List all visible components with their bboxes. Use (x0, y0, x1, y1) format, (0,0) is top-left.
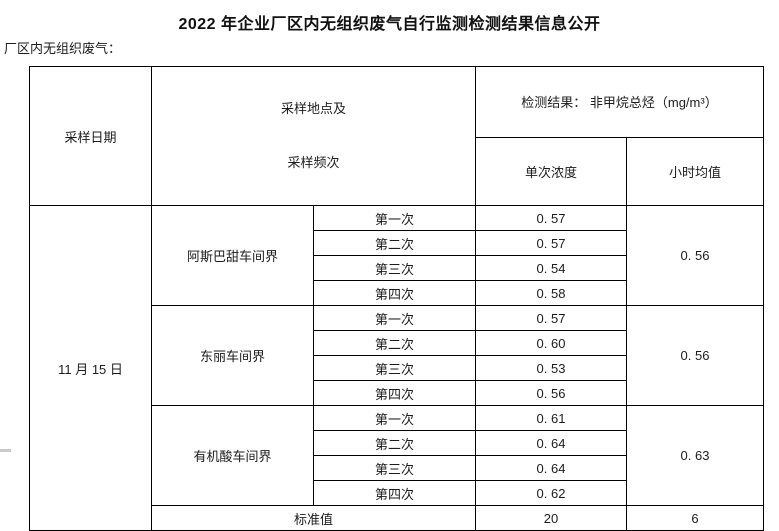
frequency-cell: 第四次 (313, 380, 476, 406)
standard-hourly-cell: 6 (626, 505, 764, 531)
frequency-cell: 第三次 (313, 455, 476, 481)
frequency-cell: 第三次 (313, 355, 476, 381)
table-row: 第三次 0. 53 (30, 355, 764, 381)
table-row: 第二次 0. 57 (30, 230, 764, 256)
frequency-cell: 第三次 (313, 255, 476, 281)
frequency-cell: 第二次 (313, 230, 476, 256)
header-sample-date: 采样日期 (29, 66, 152, 206)
header-location-line1: 采样地点及 (280, 101, 346, 116)
frequency-cell: 第一次 (313, 305, 476, 331)
concentration-cell: 0. 57 (475, 205, 627, 231)
frequency-cell: 第一次 (313, 405, 476, 431)
concentration-cell: 0. 54 (475, 255, 627, 281)
concentration-cell: 0. 64 (475, 455, 627, 481)
location-cell: 有机酸车间界 (151, 405, 314, 506)
frequency-cell: 第二次 (313, 330, 476, 356)
frequency-cell: 第四次 (313, 480, 476, 506)
table-row: 11 月 15 日 阿斯巴甜车间界 第一次 0. 57 0. 56 (29, 205, 764, 531)
location-cell: 东丽车间界 (151, 305, 314, 406)
location-cell: 阿斯巴甜车间界 (151, 205, 314, 306)
section-label: 厂区内无组织废气： (4, 41, 122, 56)
date-cell: 11 月 15 日 (29, 205, 152, 531)
frequency-cell: 第四次 (313, 280, 476, 306)
concentration-cell: 0. 58 (475, 280, 627, 306)
concentration-cell: 0. 53 (475, 355, 627, 381)
hourly-average-cell: 0. 63 (626, 405, 764, 506)
header-single-concentration: 单次浓度 (475, 136, 627, 207)
concentration-cell: 0. 61 (475, 405, 627, 431)
concentration-cell: 0. 57 (475, 305, 627, 331)
scan-artifact (0, 449, 11, 452)
concentration-cell: 0. 57 (475, 230, 627, 256)
concentration-cell: 0. 62 (475, 480, 627, 506)
frequency-cell: 第一次 (313, 205, 476, 231)
concentration-cell: 0. 64 (475, 430, 627, 456)
monitoring-results-table: 采样日期 采样地点及 采样频次 检测结果： 非甲烷总烃（mg/m³） 单次浓度 … (29, 66, 764, 531)
hourly-average-cell: 0. 56 (626, 205, 764, 306)
table-row: 第二次 0. 64 (30, 430, 764, 456)
table-row: 第四次 0. 58 (30, 280, 764, 306)
table-row: 第三次 0. 54 (30, 255, 764, 281)
standard-concentration-cell: 20 (475, 505, 627, 531)
frequency-cell: 第二次 (313, 430, 476, 456)
header-result: 检测结果： 非甲烷总烃（mg/m³） (475, 66, 764, 138)
standard-label-cell: 标准值 (151, 505, 476, 531)
table-row: 第二次 0. 60 (30, 330, 764, 356)
concentration-cell: 0. 56 (475, 380, 627, 406)
header-hourly-average: 小时均值 (626, 136, 764, 207)
table-row: 第四次 0. 56 (30, 380, 764, 406)
concentration-cell: 0. 60 (475, 330, 627, 356)
page-title: 2022 年企业厂区内无组织废气自行监测检测结果信息公开 (178, 16, 601, 33)
header-location-frequency: 采样地点及 采样频次 (151, 66, 476, 206)
hourly-average-cell: 0. 56 (626, 305, 764, 406)
header-location-line2: 采样频次 (287, 155, 340, 170)
